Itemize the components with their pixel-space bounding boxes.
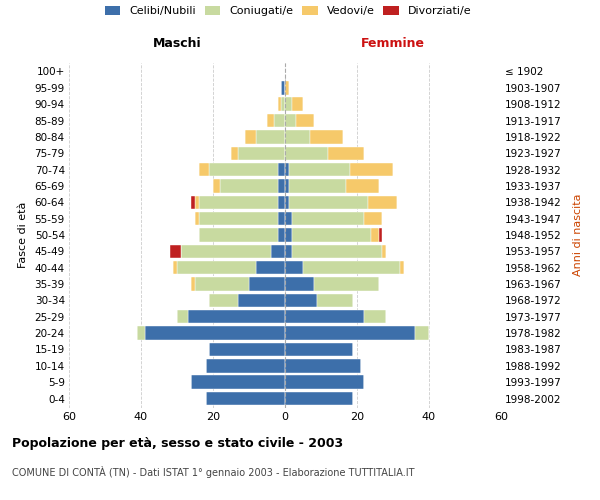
Bar [188, 310, 285, 324]
Bar [238, 146, 285, 160]
Bar [177, 261, 256, 274]
Bar [415, 326, 429, 340]
Bar [278, 212, 285, 226]
Text: Popolazione per età, sesso e stato civile - 2003: Popolazione per età, sesso e stato civil… [12, 438, 343, 450]
Bar [173, 261, 177, 274]
Bar [256, 130, 285, 143]
Bar [400, 261, 404, 274]
Y-axis label: Fasce di età: Fasce di età [17, 202, 28, 268]
Bar [285, 163, 289, 176]
Bar [274, 114, 285, 127]
Bar [303, 261, 400, 274]
Bar [285, 196, 289, 209]
Bar [195, 278, 249, 291]
Bar [285, 179, 289, 192]
Bar [278, 179, 285, 192]
Bar [199, 212, 278, 226]
Bar [285, 392, 353, 405]
Bar [199, 228, 278, 241]
Bar [285, 228, 292, 241]
Bar [292, 228, 371, 241]
Bar [191, 376, 285, 389]
Bar [256, 261, 285, 274]
Bar [285, 114, 296, 127]
Bar [382, 244, 386, 258]
Text: Femmine: Femmine [361, 37, 425, 50]
Bar [145, 326, 285, 340]
Bar [285, 212, 292, 226]
Bar [209, 163, 278, 176]
Bar [285, 343, 353, 356]
Bar [199, 163, 209, 176]
Bar [314, 278, 379, 291]
Bar [281, 81, 285, 94]
Bar [346, 179, 379, 192]
Bar [285, 261, 303, 274]
Bar [177, 310, 188, 324]
Bar [289, 196, 368, 209]
Bar [285, 376, 364, 389]
Bar [310, 130, 343, 143]
Bar [213, 179, 220, 192]
Bar [285, 294, 317, 307]
Bar [278, 228, 285, 241]
Bar [285, 98, 292, 111]
Bar [285, 130, 310, 143]
Bar [191, 278, 195, 291]
Bar [292, 98, 303, 111]
Bar [267, 114, 274, 127]
Bar [278, 196, 285, 209]
Bar [285, 146, 328, 160]
Bar [285, 278, 314, 291]
Y-axis label: Anni di nascita: Anni di nascita [573, 194, 583, 276]
Bar [238, 294, 285, 307]
Bar [278, 98, 281, 111]
Bar [209, 294, 238, 307]
Bar [289, 163, 350, 176]
Bar [206, 359, 285, 372]
Bar [296, 114, 314, 127]
Bar [289, 179, 346, 192]
Bar [249, 278, 285, 291]
Bar [281, 98, 285, 111]
Bar [292, 244, 382, 258]
Bar [371, 228, 379, 241]
Bar [199, 196, 278, 209]
Bar [328, 146, 364, 160]
Bar [285, 244, 292, 258]
Bar [271, 244, 285, 258]
Text: Maschi: Maschi [152, 37, 202, 50]
Bar [209, 343, 285, 356]
Bar [285, 81, 289, 94]
Bar [191, 196, 195, 209]
Legend: Celibi/Nubili, Coniugati/e, Vedovi/e, Divorziati/e: Celibi/Nubili, Coniugati/e, Vedovi/e, Di… [105, 6, 471, 16]
Bar [195, 212, 199, 226]
Bar [220, 179, 278, 192]
Bar [285, 310, 364, 324]
Bar [317, 294, 353, 307]
Bar [285, 326, 415, 340]
Bar [206, 392, 285, 405]
Bar [364, 310, 386, 324]
Bar [278, 163, 285, 176]
Bar [292, 212, 364, 226]
Bar [368, 196, 397, 209]
Text: COMUNE DI CONTÀ (TN) - Dati ISTAT 1° gennaio 2003 - Elaborazione TUTTITALIA.IT: COMUNE DI CONTÀ (TN) - Dati ISTAT 1° gen… [12, 466, 415, 478]
Bar [137, 326, 145, 340]
Bar [364, 212, 382, 226]
Bar [350, 163, 393, 176]
Bar [285, 359, 361, 372]
Bar [245, 130, 256, 143]
Bar [170, 244, 181, 258]
Bar [231, 146, 238, 160]
Bar [379, 228, 382, 241]
Bar [195, 196, 199, 209]
Bar [181, 244, 271, 258]
